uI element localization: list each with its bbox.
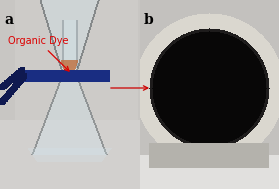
Text: a: a	[4, 13, 13, 27]
Text: Organic Dye: Organic Dye	[8, 36, 69, 71]
Text: b: b	[144, 13, 154, 27]
